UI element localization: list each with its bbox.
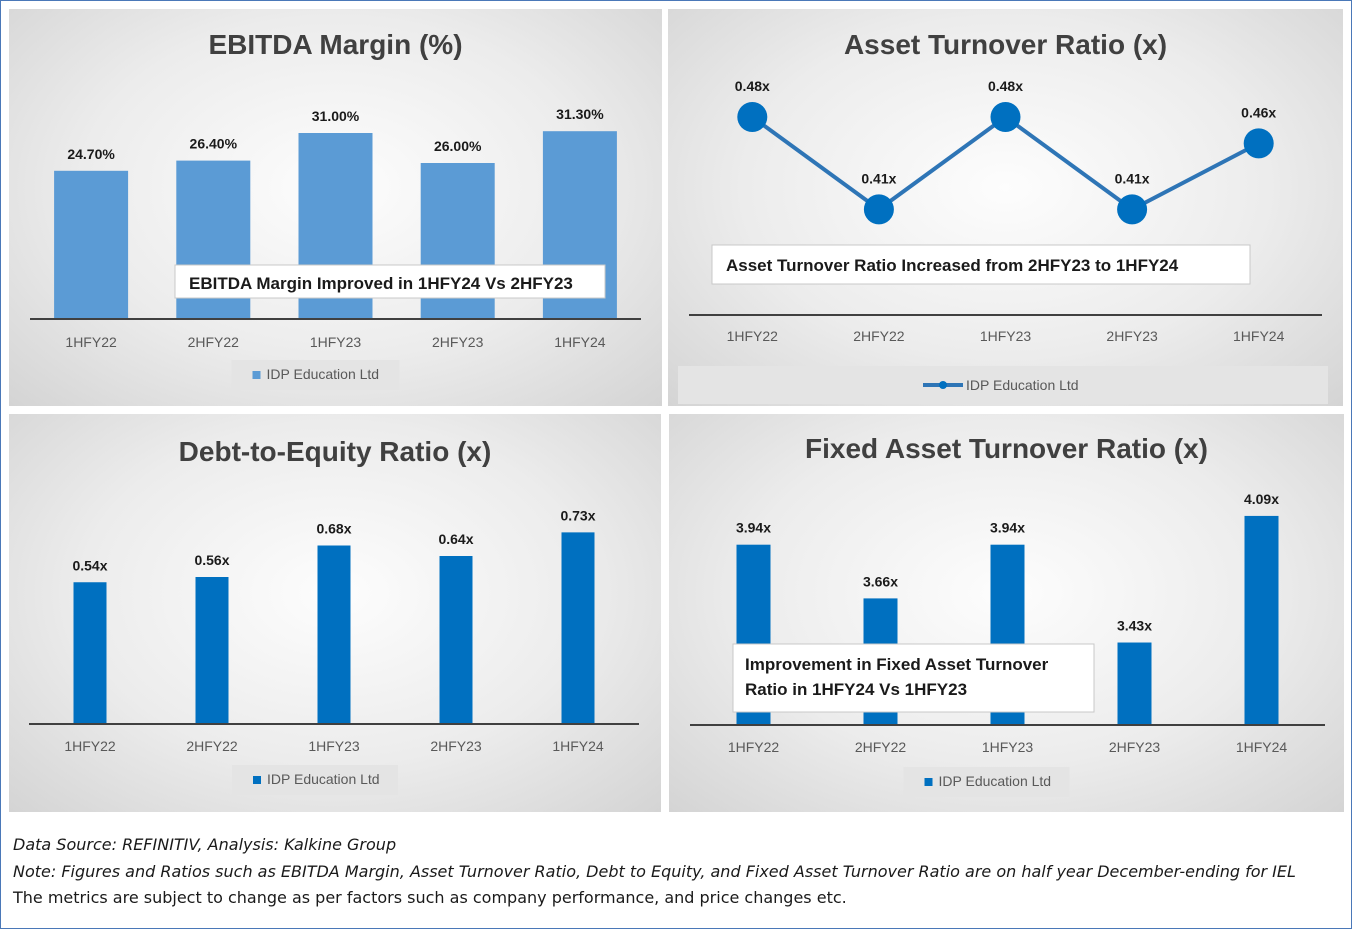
data-point [737,102,768,132]
bar [439,556,473,724]
data-point [863,194,894,225]
x-tick-label: 2HFY22 [186,738,238,754]
data-label: 0.46x [1241,104,1276,120]
annotation-text: EBITDA Margin Improved in 1HFY24 Vs 2HFY… [189,274,573,293]
legend-swatch-marker [939,381,947,389]
x-tick-label: 1HFY23 [308,738,360,754]
data-label: 0.56x [194,552,229,568]
x-tick-label: 1HFY22 [728,739,780,755]
data-label: 26.40% [190,136,238,152]
chart-title: EBITDA Margin (%) [208,29,462,60]
x-tick-label: 1HFY24 [1236,739,1288,755]
x-tick-label: 2HFY23 [432,334,484,350]
x-tick-label: 1HFY24 [1233,328,1285,344]
ebitda-margin-chart: EBITDA Margin (%) 24.70% 26.40% 31.00% 26.00… [30,29,641,390]
data-point [1117,194,1148,225]
x-tick-label: 2HFY22 [853,328,905,344]
asset-turnover-chart: Asset Turnover Ratio (x) 0.48x 0.41x 0.48x 0… [678,29,1328,404]
fixed-asset-turnover-chart: Fixed Asset Turnover Ratio (x) 3.94x 3.66x… [690,433,1325,797]
annotation-box [732,643,1095,713]
bar [1117,642,1152,725]
x-tick-label: 2HFY23 [1109,739,1161,755]
data-label: 24.70% [67,146,115,162]
legend-label: IDP Education Ltd [966,377,1079,393]
chart-title: Asset Turnover Ratio (x) [844,29,1167,60]
footer-notes: Data Source: REFINITIV, Analysis: Kalkin… [13,832,1333,912]
bar [73,582,107,724]
data-label: 31.00% [312,108,360,124]
debt-to-equity-chart: Debt-to-Equity Ratio (x) 0.54x 0.56x 0.68x 0… [29,436,639,795]
debt-to-equity-chart-panel: Debt-to-Equity Ratio (x) 0.54x 0.56x 0.68x 0… [9,414,661,812]
data-label: 26.00% [434,138,482,154]
legend-label: IDP Education Ltd [267,771,380,787]
data-label: 0.73x [560,507,595,523]
legend-swatch [252,371,261,379]
x-tick-label: 2HFY23 [1106,328,1158,344]
ebitda-margin-chart-panel: EBITDA Margin (%) 24.70% 26.40% 31.00% 26.00… [9,9,662,406]
chart-title: Fixed Asset Turnover Ratio (x) [805,433,1208,464]
data-label: 3.43x [1117,618,1152,634]
x-tick-label: 1HFY23 [310,334,362,350]
fixed-asset-turnover-chart-panel: Fixed Asset Turnover Ratio (x) 3.94x 3.66x… [669,414,1344,812]
data-point [990,102,1021,132]
annotation-text: Ratio in 1HFY24 Vs 1HFY23 [745,680,967,699]
data-label: 31.30% [556,106,604,122]
data-point [1243,128,1274,159]
annotation-box [711,244,1251,285]
x-tick-label: 1HFY24 [552,738,604,754]
legend-label: IDP Education Ltd [267,366,380,382]
bar [195,577,229,724]
data-label: 0.64x [438,531,473,547]
data-label: 0.54x [72,557,107,573]
annotation-text: Improvement in Fixed Asset Turnover [745,655,1049,674]
bar [561,532,595,724]
data-label: 4.09x [1244,491,1279,507]
x-tick-label: 2HFY22 [855,739,907,755]
legend-label: IDP Education Ltd [939,773,1052,789]
data-source-text: Data Source: REFINITIV, Analysis: Kalkin… [13,835,397,854]
data-label: 0.48x [735,78,770,94]
legend-swatch [253,776,261,784]
data-label: 3.94x [736,520,771,536]
x-tick-label: 1HFY24 [554,334,606,350]
annotation-text: Asset Turnover Ratio Increased from 2HFY… [726,256,1179,275]
x-tick-label: 2HFY23 [430,738,482,754]
x-tick-label: 2HFY22 [188,334,240,350]
data-label: 3.94x [990,520,1025,536]
bar [1244,515,1279,725]
chart-title: Debt-to-Equity Ratio (x) [179,436,492,467]
data-label: 3.66x [863,573,898,589]
data-label: 0.41x [861,170,896,186]
x-tick-label: 1HFY22 [727,328,779,344]
x-tick-label: 1HFY23 [982,739,1034,755]
disclaimer-text: The metrics are subject to change as per… [13,888,847,907]
data-label: 0.68x [316,521,351,537]
bar [54,170,129,319]
note-text: Note: Figures and Ratios such as EBITDA … [13,861,1296,881]
data-label: 0.48x [988,78,1023,94]
legend-swatch [924,778,933,786]
x-tick-label: 1HFY23 [980,328,1032,344]
asset-turnover-chart-panel: Asset Turnover Ratio (x) 0.48x 0.41x 0.48x 0… [668,9,1343,406]
x-tick-label: 1HFY22 [64,738,116,754]
x-tick-label: 1HFY22 [65,334,117,350]
data-label: 0.41x [1115,170,1150,186]
bar [317,545,351,724]
legend-box [678,366,1328,404]
annotation-box [174,264,606,299]
